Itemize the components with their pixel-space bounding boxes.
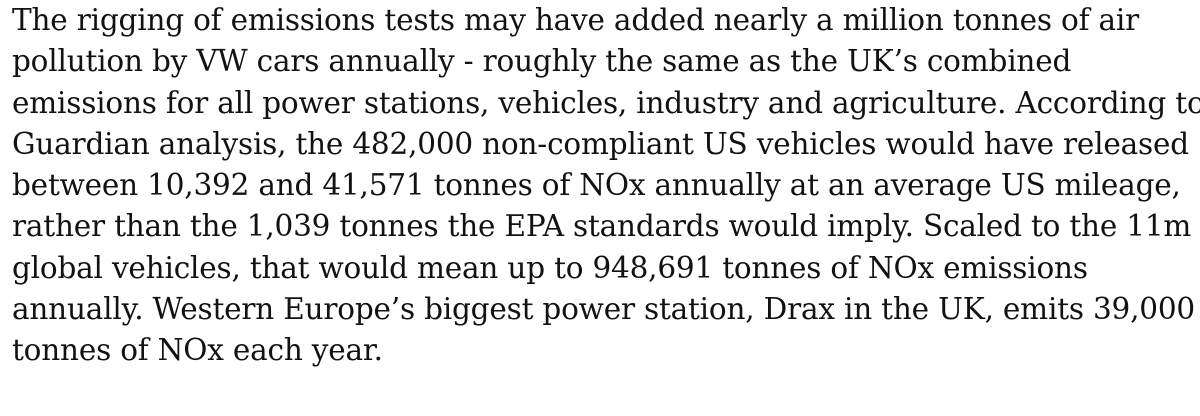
paragraph-line: global vehicles, that would mean up to 9…	[12, 250, 1088, 285]
paragraph-line: The rigging of emissions tests may have …	[12, 3, 1140, 37]
paragraph-line: rather than the 1,039 tonnes the EPA sta…	[12, 209, 1192, 244]
paragraph-line: pollution by VW cars annually - roughly …	[12, 44, 1072, 79]
paragraph-line: emissions for all power stations, vehicl…	[12, 85, 1200, 120]
paragraph-line: Guardian analysis, the 482,000 non-compl…	[12, 126, 1189, 161]
paragraph-line: tonnes of NOx each year.	[12, 333, 383, 368]
paragraph-line: annually. Western Europe’s biggest power…	[12, 292, 1195, 327]
article-paragraph: The rigging of emissions tests may have …	[12, 0, 1200, 372]
paragraph-line: between 10,392 and 41,571 tonnes of NOx …	[12, 168, 1181, 203]
